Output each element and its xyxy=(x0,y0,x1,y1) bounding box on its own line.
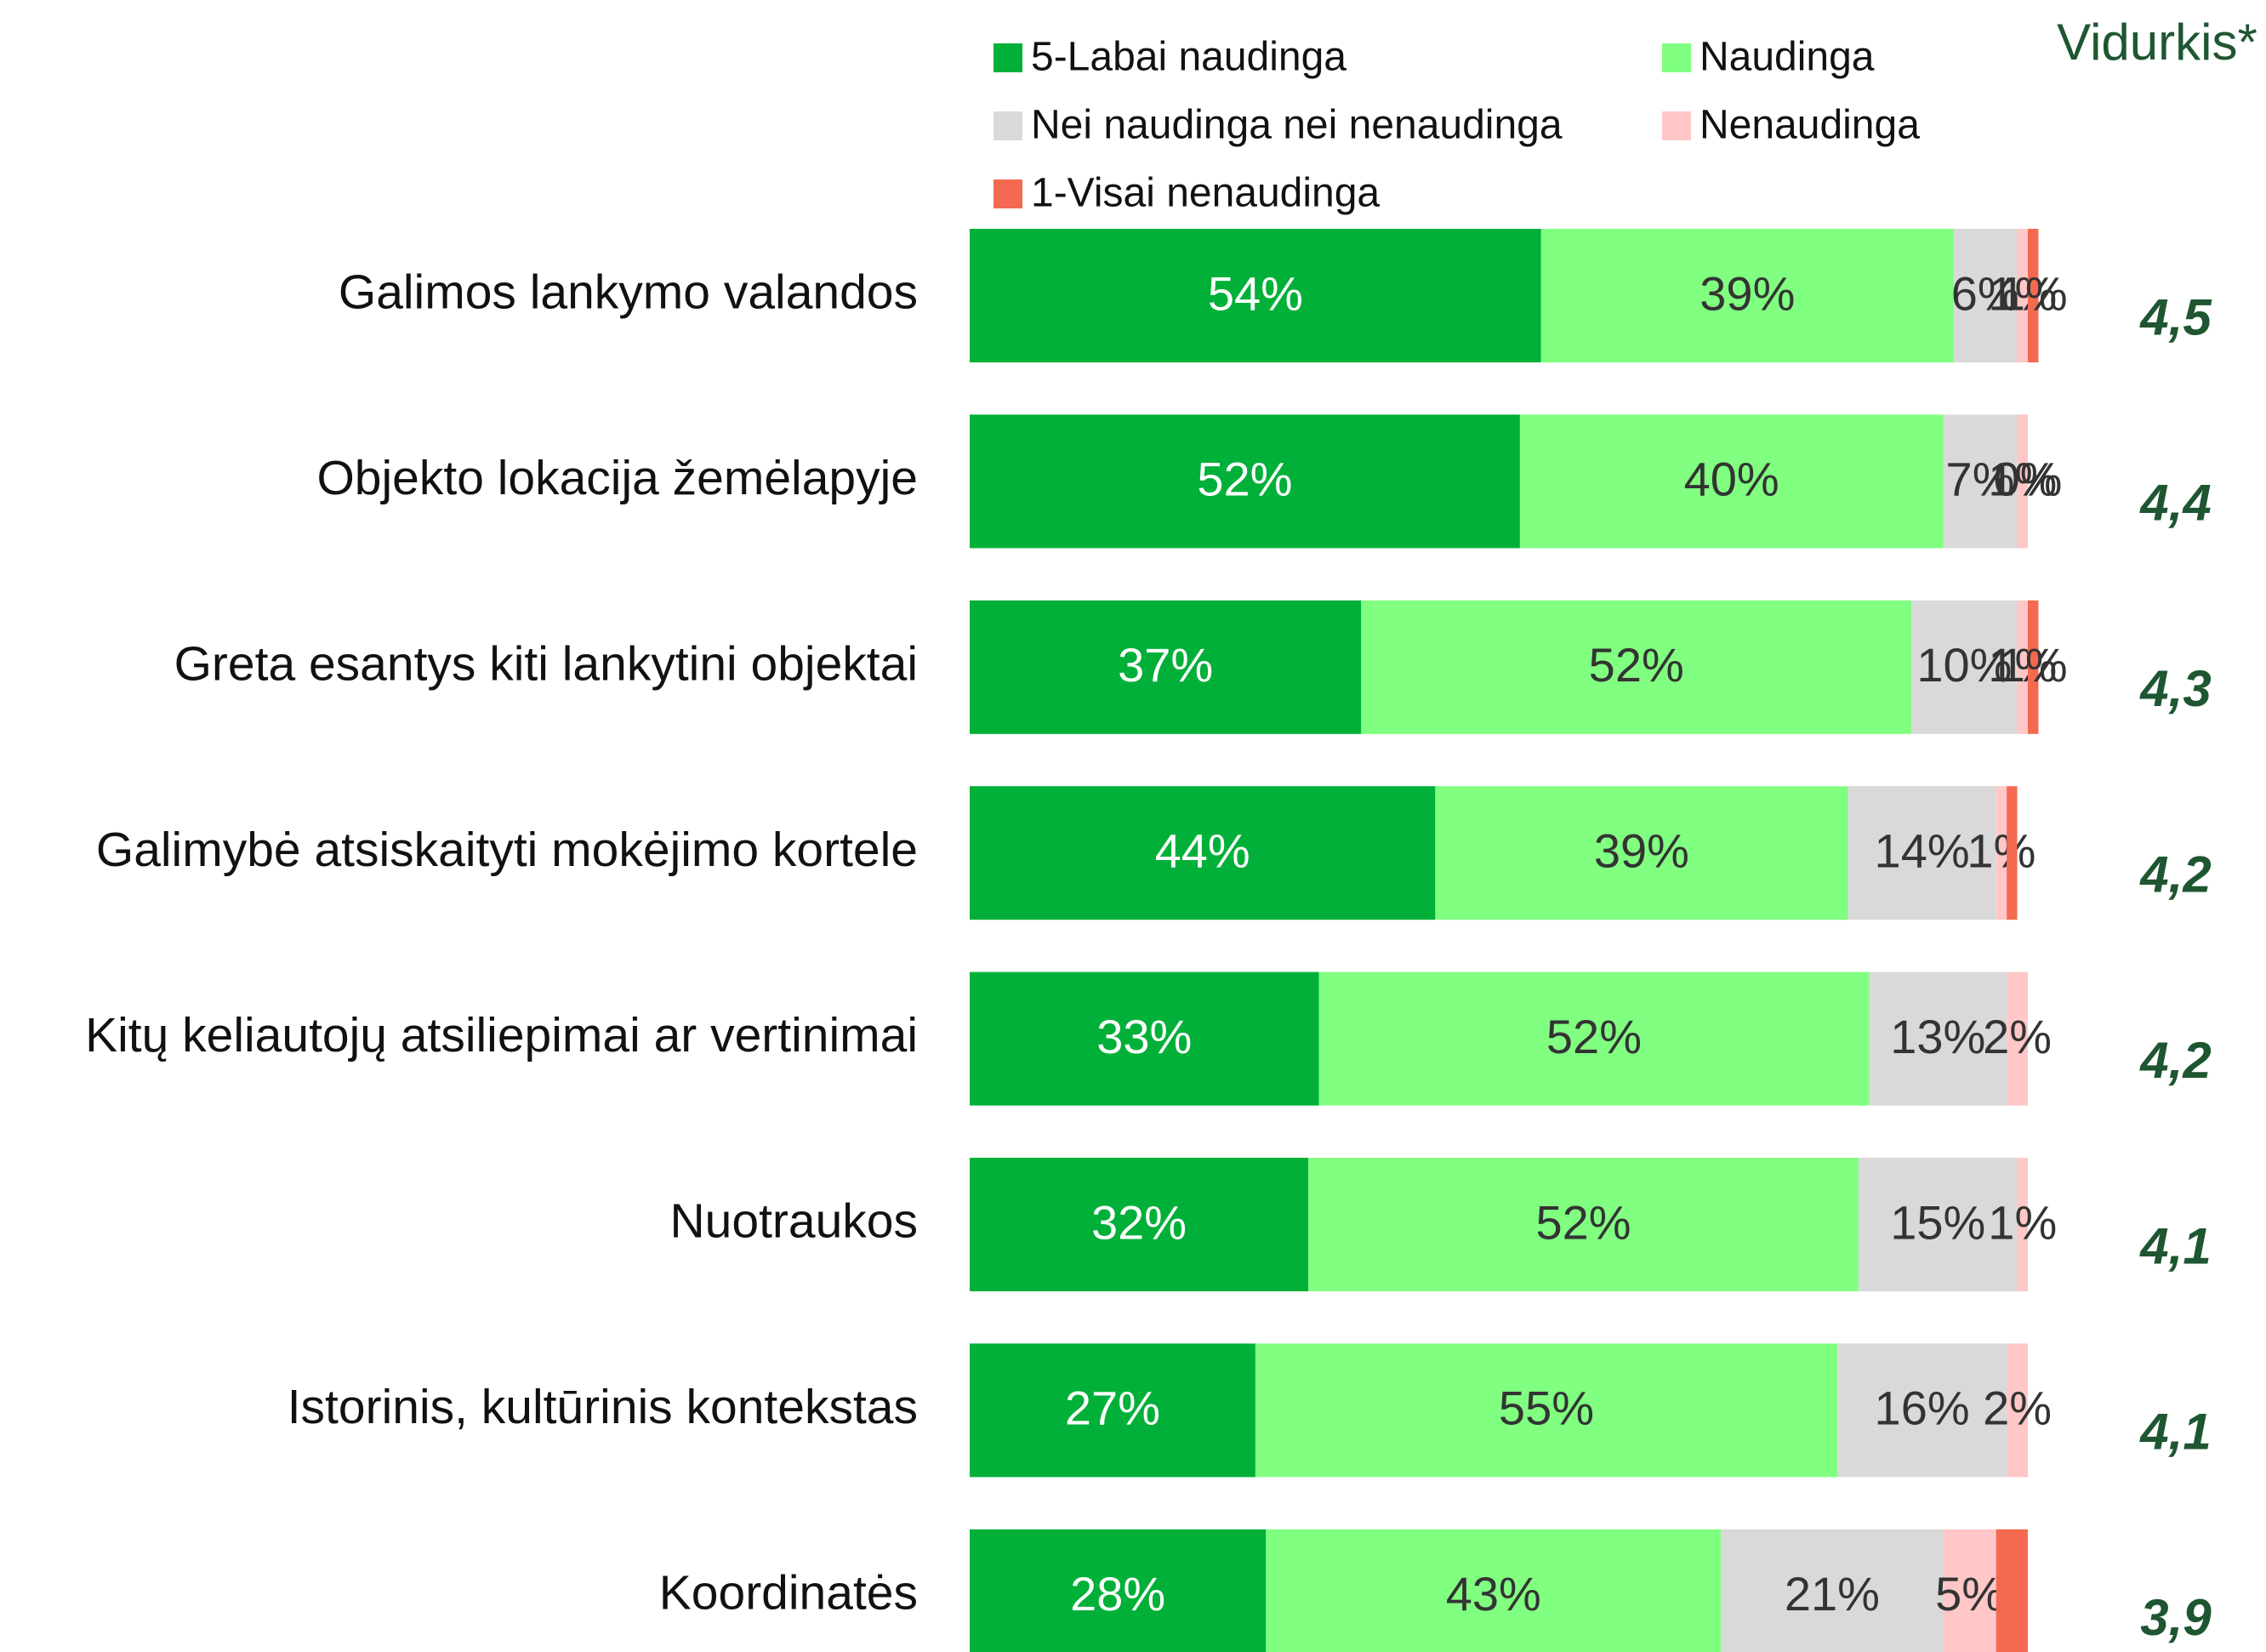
bar-segment xyxy=(1858,1158,2018,1291)
data-label: 7% xyxy=(1946,453,2015,506)
category-label: Galimos lankymo valandos xyxy=(339,265,918,320)
bar-segment xyxy=(1953,229,2018,362)
legend-label: Naudinga xyxy=(1700,35,1875,80)
bar-segment xyxy=(2028,229,2039,362)
data-label: 14% xyxy=(1875,823,1970,877)
data-label: 27% xyxy=(1065,1381,1160,1435)
legend-swatch xyxy=(994,111,1022,140)
bar-segment xyxy=(1911,600,2018,734)
data-label: 0% xyxy=(1994,453,2063,506)
data-label: 32% xyxy=(1091,1195,1187,1249)
bar-segment xyxy=(970,414,1520,549)
category-label: Istorinis, kultūrinis kontekstas xyxy=(288,1380,918,1434)
data-label: 1% xyxy=(1988,638,2057,692)
data-label: 54% xyxy=(1208,266,1303,320)
bar-segment xyxy=(1943,1529,1996,1652)
data-label: 1% xyxy=(1988,453,2057,506)
data-label: 6% xyxy=(1951,266,2020,320)
data-label: 2% xyxy=(1983,1381,2052,1435)
data-label: 55% xyxy=(1499,1381,1594,1435)
bar-segment xyxy=(2017,414,2028,549)
bar-segment xyxy=(970,1158,1309,1291)
data-label: 52% xyxy=(1546,1010,1642,1063)
bar-segment xyxy=(1266,1529,1722,1652)
average-value: 3,9 xyxy=(2140,1589,2212,1646)
data-label: 52% xyxy=(1197,453,1292,506)
data-label: 1% xyxy=(1967,823,2035,877)
bar-segment xyxy=(1519,414,1944,549)
data-label: 2% xyxy=(1983,1010,2052,1063)
average-value: 4,1 xyxy=(2139,1217,2211,1274)
bar-segment xyxy=(1848,786,1996,920)
data-label: 1% xyxy=(1999,638,2068,692)
category-label: Greta esantys kiti lankytini objektai xyxy=(174,636,918,691)
data-label: 15% xyxy=(1890,1195,1985,1249)
bar-segment xyxy=(1540,229,1954,362)
bar-segment xyxy=(2007,1343,2028,1478)
average-value: 4,2 xyxy=(2139,846,2211,903)
category-label: Objekto lokacija žemėlapyje xyxy=(316,451,918,505)
data-label: 33% xyxy=(1096,1010,1192,1063)
data-label: 10% xyxy=(1916,638,2012,692)
data-label: 44% xyxy=(1155,823,1250,877)
legend-label: Nenaudinga xyxy=(1700,103,1920,148)
data-label: 16% xyxy=(1875,1381,1970,1435)
data-label: 5% xyxy=(1935,1567,2004,1621)
average-value: 4,2 xyxy=(2139,1032,2211,1089)
bar-segment xyxy=(2007,786,2018,920)
legend-label: Nei naudinga nei nenaudinga xyxy=(1031,103,1563,148)
data-label: 28% xyxy=(1070,1567,1165,1621)
bar-segment xyxy=(1255,1343,1838,1478)
bar-segment xyxy=(970,229,1541,362)
average-title: Vidurkis* xyxy=(2057,14,2257,71)
category-label: Koordinatės xyxy=(659,1565,918,1620)
average-value: 4,1 xyxy=(2139,1404,2211,1461)
bar-segment xyxy=(2017,600,2028,734)
legend-swatch xyxy=(994,179,1022,208)
bar-segment xyxy=(2017,229,2028,362)
data-label: 40% xyxy=(1684,453,1779,506)
bar-segment xyxy=(1837,1343,2007,1478)
legend-swatch xyxy=(994,43,1022,72)
data-label: 52% xyxy=(1535,1195,1631,1249)
data-label: 1% xyxy=(1988,266,2057,320)
bar-segment xyxy=(970,1343,1255,1478)
data-label: 1% xyxy=(1999,266,2068,320)
data-label: 43% xyxy=(1446,1567,1541,1621)
category-label: Galimybė atsiskaityti mokėjimo kortele xyxy=(96,823,918,877)
bar-segment xyxy=(1435,786,1848,920)
data-label: 1% xyxy=(1988,1195,2057,1249)
bar-segment xyxy=(970,971,1319,1106)
data-label: 39% xyxy=(1700,266,1795,320)
bar-segment xyxy=(1869,971,2007,1106)
legend-label: 5-Labai naudinga xyxy=(1031,35,1347,80)
data-label: 39% xyxy=(1594,823,1689,877)
data-label: 21% xyxy=(1785,1567,1880,1621)
legend-label: 1-Visai nenaudinga xyxy=(1031,171,1380,216)
category-label: Kitų keliautojų atsiliepimai ar vertinim… xyxy=(85,1008,918,1062)
category-label: Nuotraukos xyxy=(670,1194,919,1249)
average-value: 4,3 xyxy=(2139,660,2211,717)
bar-segment xyxy=(970,600,1362,734)
average-value: 4,5 xyxy=(2139,288,2212,345)
bar-segment xyxy=(1943,414,2018,549)
average-value: 4,4 xyxy=(2139,475,2211,532)
bar-segment xyxy=(2007,971,2028,1106)
bar-segment xyxy=(1361,600,1912,734)
bar-segment xyxy=(1721,1529,1944,1652)
bar-segment xyxy=(2028,600,2039,734)
bar-segment xyxy=(1996,786,2007,920)
bar-segment xyxy=(1308,1158,1859,1291)
bar-segment xyxy=(970,1529,1267,1652)
bar-segment xyxy=(1996,1529,2028,1652)
legend-swatch xyxy=(1662,111,1691,140)
bar-segment xyxy=(2017,1158,2028,1291)
bar-segment xyxy=(970,786,1436,920)
bar-segment xyxy=(1318,971,1870,1106)
data-label: 52% xyxy=(1589,638,1684,692)
data-label: 37% xyxy=(1118,638,1213,692)
data-label: 13% xyxy=(1890,1010,1985,1063)
legend-swatch xyxy=(1662,43,1691,72)
